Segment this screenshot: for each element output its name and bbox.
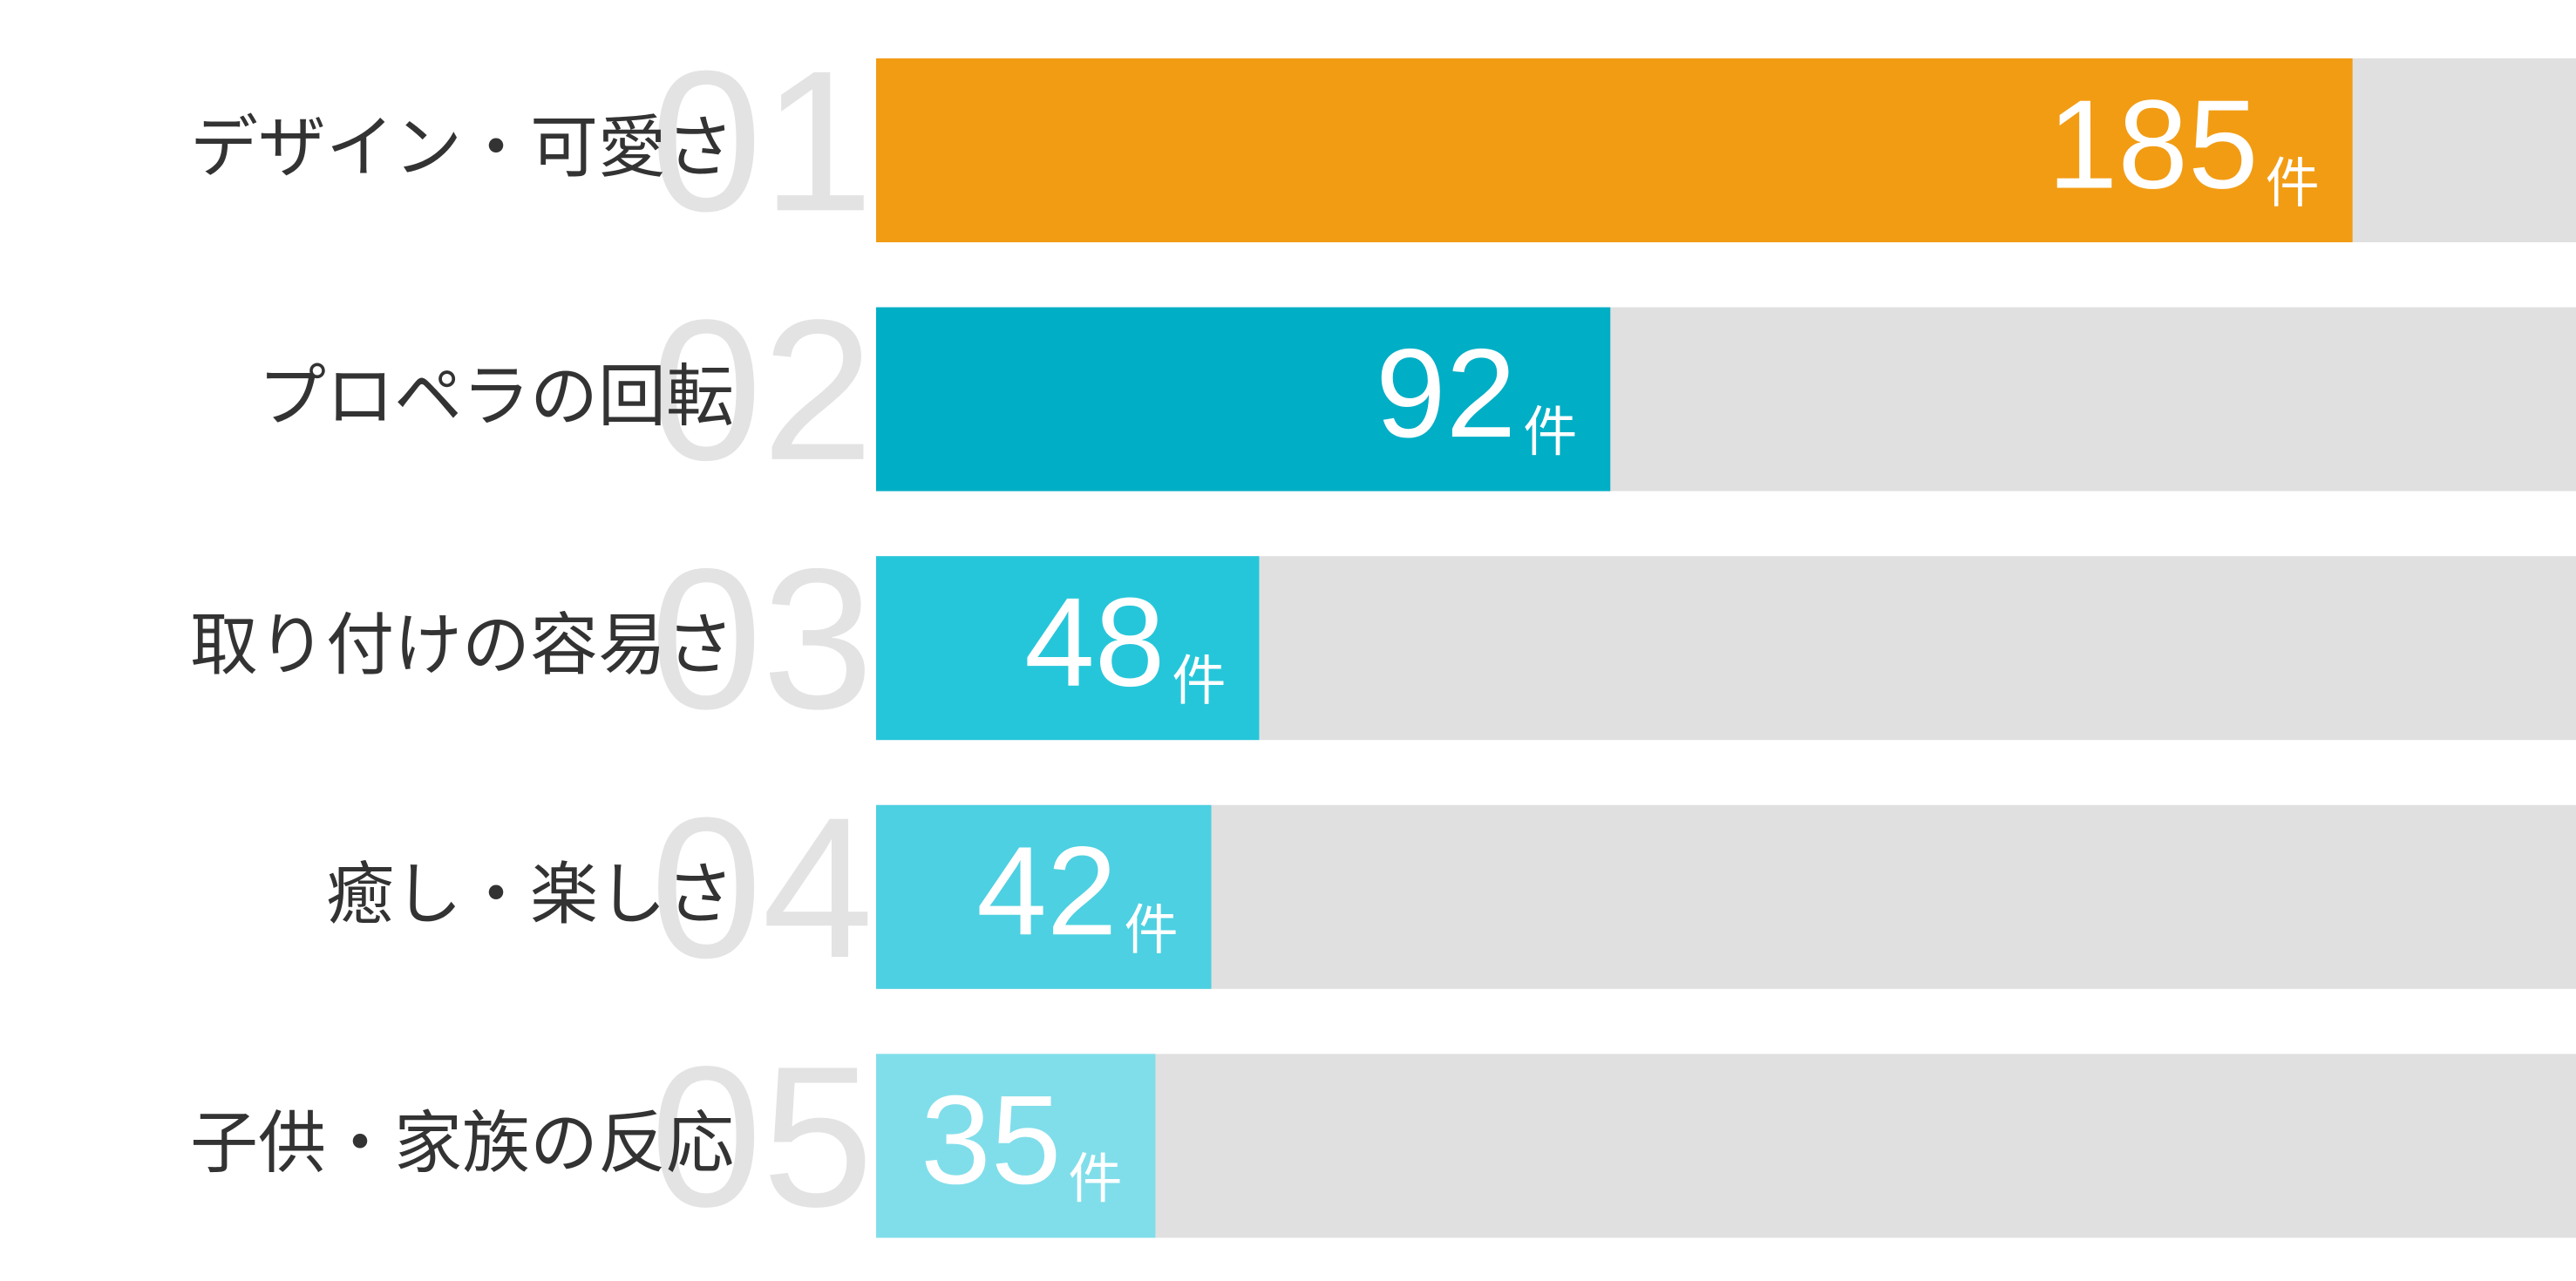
category-label: デザイン・可愛さ [190,109,734,187]
value-unit: 件 [1172,652,1226,712]
rank-number: 03 [650,526,873,750]
value-unit: 件 [2266,154,2320,214]
bar [876,58,2353,242]
bar-track [876,1054,2576,1238]
value-unit: 件 [1068,1149,1122,1210]
value-unit: 件 [1523,403,1577,463]
value-label: 92 件 [1376,322,1577,464]
rank-number: 05 [650,1025,873,1249]
value-number: 35 [921,1069,1061,1210]
category-label: 取り付けの容易さ [190,607,734,685]
value-label: 42 件 [976,821,1178,962]
rank-number: 04 [650,776,873,1000]
bar [876,1054,1156,1238]
value-label: 185 件 [2048,74,2320,215]
value-number: 42 [976,821,1117,962]
rank-number: 01 [650,29,873,253]
bar [876,804,1212,989]
value-number: 92 [1376,322,1516,464]
category-label: プロペラの回転 [258,358,734,437]
value-unit: 件 [1124,901,1178,961]
bar [876,307,1611,491]
bar [876,556,1260,741]
value-label: 48 件 [1024,572,1226,713]
value-number: 48 [1024,572,1165,713]
value-number: 185 [2048,74,2259,215]
rank-number: 02 [650,278,873,502]
category-label: 子供・家族の反応 [190,1104,734,1183]
category-label: 癒し・楽しさ [326,856,734,934]
value-label: 35 件 [921,1069,1122,1210]
